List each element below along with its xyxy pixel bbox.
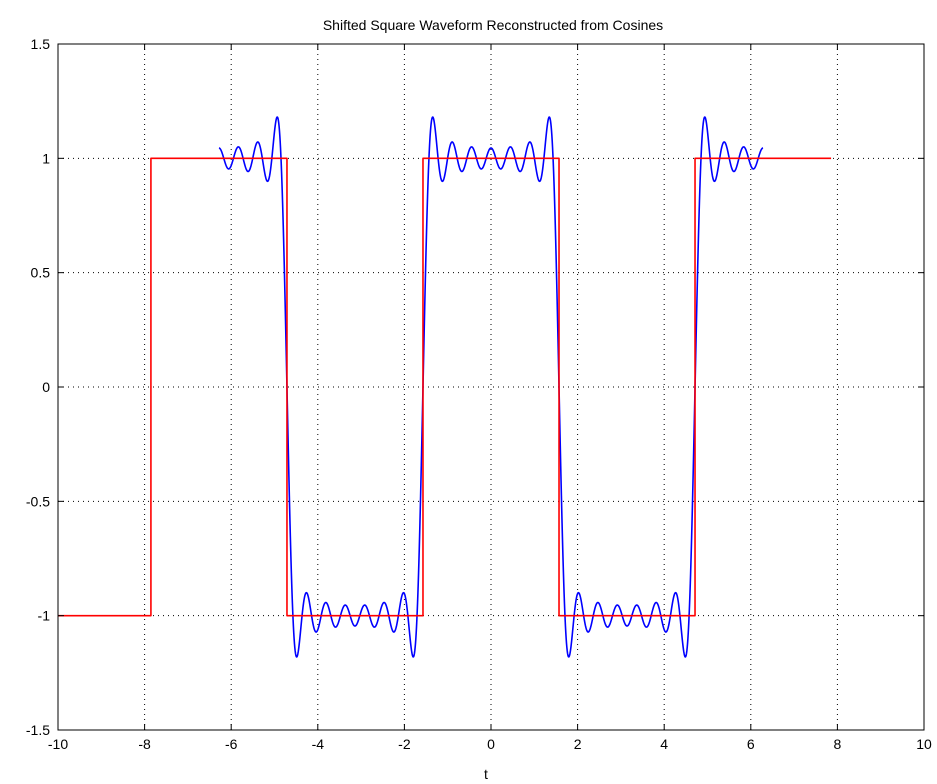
x-tick-label: -6: [225, 736, 238, 752]
x-axis-label: t: [484, 766, 488, 782]
chart-title: Shifted Square Waveform Reconstructed fr…: [323, 17, 663, 33]
grid-lines: [58, 44, 924, 730]
y-tick-label: 0: [42, 379, 50, 395]
square-wave-line: [58, 157, 832, 617]
x-tick-label: 8: [834, 736, 842, 752]
y-tick-label: -0.5: [26, 493, 50, 509]
x-tick-label: -8: [138, 736, 151, 752]
fourier-series-line: [218, 116, 764, 658]
x-tick-label: 6: [747, 736, 755, 752]
y-tick-label: 0.5: [31, 265, 51, 281]
y-tick-label: 1: [42, 150, 50, 166]
y-tick-label: -1.5: [26, 722, 50, 738]
y-tick-label: 1.5: [31, 36, 51, 52]
x-tick-label: -2: [398, 736, 411, 752]
y-tick-label: -1: [38, 608, 51, 624]
plot-frame: [57, 43, 925, 731]
x-tick-label: -10: [48, 736, 68, 752]
series-layer: [58, 116, 832, 658]
x-tick-label: 4: [660, 736, 668, 752]
axis-ticks: -10 -8 -6 -4 -2 0 2 4 6 8 10 -1.5 -1 -0.5 0 0.5 1 1.5: [26, 36, 932, 752]
x-tick-label: 0: [487, 736, 495, 752]
x-tick-label: -4: [312, 736, 325, 752]
x-tick-label: 10: [916, 736, 932, 752]
x-tick-label: 2: [574, 736, 582, 752]
